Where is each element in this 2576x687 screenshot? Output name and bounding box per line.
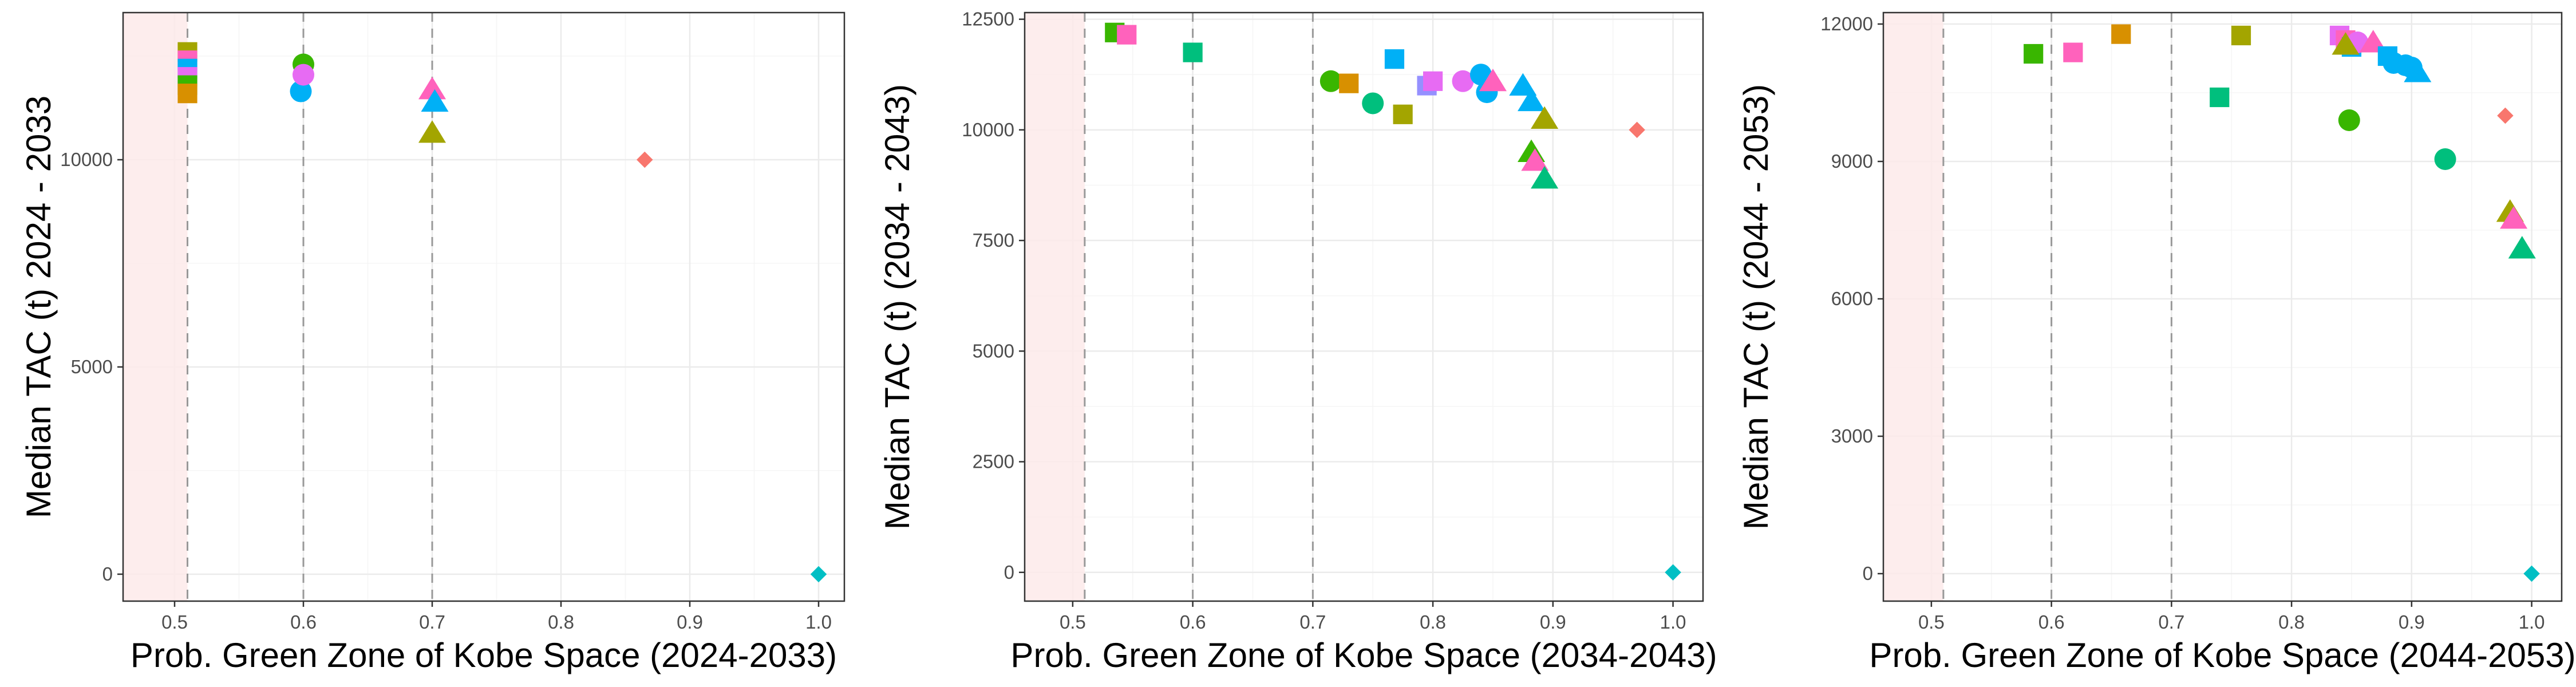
y-tick-label: 5000 <box>973 340 1014 361</box>
y-axis-title: Median TAC (t) (2034 - 2043) <box>878 84 916 530</box>
y-tick-label: 0 <box>102 563 113 585</box>
data-point-square <box>1339 73 1359 93</box>
x-axis-title: Prob. Green Zone of Kobe Space (2034-204… <box>1010 636 1717 674</box>
data-point-triangle <box>418 120 447 143</box>
data-point-triangle <box>2404 60 2432 82</box>
x-tick-label: 0.5 <box>1918 611 1945 633</box>
x-tick-label: 0.8 <box>548 611 574 633</box>
data-point-square <box>1117 25 1137 45</box>
data-point-square <box>1393 104 1413 124</box>
data-point-triangle <box>1518 88 1546 112</box>
plot-background <box>1025 13 1703 601</box>
y-tick-label: 7500 <box>973 230 1014 251</box>
data-point-square <box>2024 44 2044 64</box>
data-point-triangle <box>1531 165 1559 189</box>
x-tick-label: 0.6 <box>1180 611 1206 633</box>
data-point-triangle <box>2332 32 2360 55</box>
x-tick-label: 1.0 <box>1660 611 1686 633</box>
data-point-triangle <box>418 77 447 100</box>
data-point-square <box>1384 49 1405 69</box>
chart-panel-2: 0.5 0.6 0.7 0.8 0.9 1.0 0 2500 5000 7500 10000 1250… <box>859 0 1717 687</box>
chart-panel-1: 0.5 0.6 0.7 0.8 0.9 1.0 0 5000 10000 Prob. Green… <box>0 0 859 687</box>
x-tick-label: 0.6 <box>290 611 317 633</box>
data-point-square <box>2063 42 2083 62</box>
chart-panel-3: 0.5 0.6 0.7 0.8 0.9 1.0 0 3000 6000 9000 12000 Pro… <box>1717 0 2576 687</box>
data-point-diamond <box>637 151 653 168</box>
data-point-diamond <box>1629 121 1645 139</box>
data-point-circle <box>1362 92 1384 114</box>
data-point-triangle <box>1521 148 1549 171</box>
data-point-diamond <box>2523 565 2540 582</box>
plot-frame <box>1882 11 2563 602</box>
x-tick-label: 1.0 <box>805 611 832 633</box>
data-point-circle <box>2434 148 2456 170</box>
scatter-chart-1: 0.5 0.6 0.7 0.8 0.9 1.0 0 5000 10000 Prob. Green… <box>19 11 846 674</box>
data-point-square <box>2111 24 2131 44</box>
y-tick-label: 12000 <box>1820 13 1873 34</box>
shaded-region <box>1883 13 1943 601</box>
y-tick-label: 6000 <box>1831 288 1873 309</box>
x-tick-label: 1.0 <box>2519 611 2545 633</box>
y-tick-label: 10000 <box>60 149 113 170</box>
plot-frame <box>1024 11 1704 602</box>
x-tick-label: 0.5 <box>1060 611 1086 633</box>
x-axis-title: Prob. Green Zone of Kobe Space (2044-205… <box>1869 636 2575 674</box>
y-tick-label: 5000 <box>71 356 113 377</box>
data-point-circle <box>290 80 312 102</box>
y-tick-label: 10000 <box>962 119 1014 140</box>
x-tick-label: 0.8 <box>1420 611 1446 633</box>
scatter-chart-3: 0.5 0.6 0.7 0.8 0.9 1.0 0 3000 6000 9000 12000 Pro… <box>1737 11 2576 674</box>
y-tick-label: 9000 <box>1831 151 1873 172</box>
data-point-triangle <box>1479 68 1507 92</box>
y-tick-label: 2500 <box>973 451 1014 472</box>
data-point-triangle <box>2508 236 2536 259</box>
data-point-triangle <box>2500 206 2528 229</box>
plot-background <box>1883 13 2562 601</box>
data-point-square <box>2231 25 2251 46</box>
y-tick-label: 0 <box>1004 562 1014 583</box>
data-point-circle <box>2338 109 2360 131</box>
y-axis-title: Median TAC (t) 2024 - 2033 <box>19 96 58 518</box>
data-point-circle <box>293 64 314 86</box>
y-axis-title: Median TAC (t) (2044 - 2053) <box>1737 84 1775 530</box>
data-point-square <box>1183 42 1203 62</box>
shaded-region <box>1025 13 1085 601</box>
data-point-triangle <box>1531 106 1559 129</box>
y-tick-label: 3000 <box>1831 425 1873 447</box>
y-tick-label: 12500 <box>962 9 1014 30</box>
scatter-chart-2: 0.5 0.6 0.7 0.8 0.9 1.0 0 2500 5000 7500 10000 1250… <box>878 9 1717 674</box>
x-tick-label: 0.9 <box>2399 611 2425 633</box>
data-point-square <box>2210 87 2230 108</box>
x-tick-label: 0.8 <box>2278 611 2305 633</box>
x-tick-label: 0.7 <box>2158 611 2184 633</box>
data-point-circle <box>1319 70 1342 92</box>
plot-frame <box>122 11 846 602</box>
data-point-circle <box>1452 70 1474 92</box>
x-tick-label: 0.9 <box>1540 611 1566 633</box>
data-point-diamond <box>2497 107 2514 124</box>
data-point-diamond <box>1665 564 1681 581</box>
x-tick-label: 0.7 <box>419 611 445 633</box>
data-point-diamond <box>810 566 827 583</box>
x-tick-label: 0.7 <box>1299 611 1326 633</box>
x-axis-title: Prob. Green Zone of Kobe Space (2024-203… <box>131 636 837 674</box>
plot-background <box>123 13 844 601</box>
shaded-region <box>123 13 188 601</box>
x-tick-label: 0.9 <box>677 611 703 633</box>
data-point-triangle <box>1509 73 1537 96</box>
data-point-square <box>1423 71 1443 91</box>
data-point-triangle <box>421 89 449 112</box>
data-point-square <box>177 84 197 104</box>
y-tick-label: 0 <box>1863 563 1873 584</box>
x-tick-label: 0.5 <box>161 611 188 633</box>
x-tick-label: 0.6 <box>2038 611 2065 633</box>
